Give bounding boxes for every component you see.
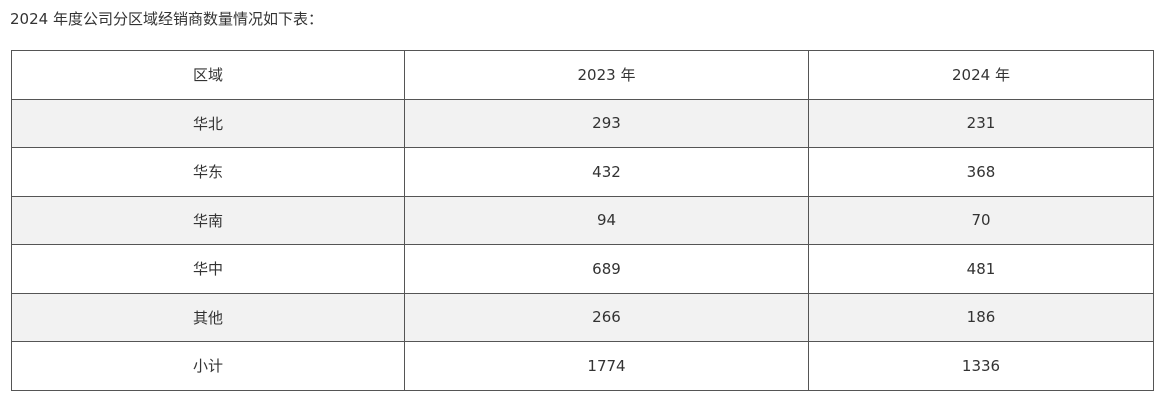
- table-row: 华南 94 70: [11, 195, 1154, 245]
- region-cell: 华北: [11, 98, 405, 148]
- header-region: 区域: [11, 50, 405, 100]
- table-row: 华中 689 481: [11, 244, 1154, 294]
- header-2024: 2024 年: [808, 50, 1154, 100]
- value-2024-cell: 70: [808, 195, 1154, 245]
- value-2023-cell: 689: [404, 244, 809, 294]
- distributor-table: 区域 2023 年 2024 年 华北 293 231 华东 432 368 华…: [11, 50, 1154, 391]
- region-cell: 华南: [11, 195, 405, 245]
- value-2023-cell: 94: [404, 195, 809, 245]
- value-2024-cell: 368: [808, 147, 1154, 197]
- region-cell: 华中: [11, 244, 405, 294]
- region-cell: 其他: [11, 292, 405, 342]
- table-row: 华东 432 368: [11, 147, 1154, 197]
- table-row: 华北 293 231: [11, 98, 1154, 148]
- table-header-row: 区域 2023 年 2024 年: [11, 50, 1154, 100]
- table-row: 其他 266 186: [11, 292, 1154, 342]
- value-2024-cell: 1336: [808, 341, 1154, 391]
- region-cell: 华东: [11, 147, 405, 197]
- intro-text: 2024 年度公司分区域经销商数量情况如下表：: [10, 10, 323, 28]
- value-2023-cell: 432: [404, 147, 809, 197]
- value-2023-cell: 293: [404, 98, 809, 148]
- header-2023: 2023 年: [404, 50, 809, 100]
- region-cell: 小计: [11, 341, 405, 391]
- table-row-subtotal: 小计 1774 1336: [11, 341, 1154, 391]
- value-2024-cell: 186: [808, 292, 1154, 342]
- value-2023-cell: 1774: [404, 341, 809, 391]
- value-2024-cell: 231: [808, 98, 1154, 148]
- value-2024-cell: 481: [808, 244, 1154, 294]
- value-2023-cell: 266: [404, 292, 809, 342]
